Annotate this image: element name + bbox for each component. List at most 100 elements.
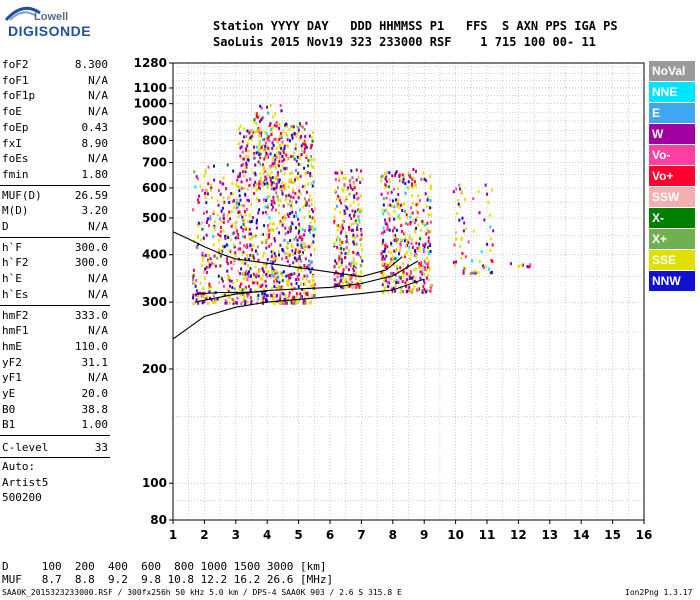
y-tick-label: 80 [150, 513, 167, 527]
param-value: 1.80 [81, 167, 109, 181]
echo-point [305, 155, 308, 159]
echo-point [405, 272, 408, 276]
echo-point [255, 226, 258, 230]
echo-point [241, 170, 244, 174]
echo-point [340, 260, 343, 264]
echo-point [303, 128, 306, 132]
echo-point [294, 168, 297, 172]
echo-point [220, 275, 223, 279]
echo-point [265, 136, 268, 140]
echo-point [310, 163, 313, 167]
echo-point [472, 271, 475, 275]
echo-point [298, 250, 301, 254]
echo-point [390, 241, 393, 245]
echo-point [457, 198, 460, 202]
x-tick-label: 1 [169, 528, 177, 542]
echo-point [298, 255, 301, 259]
echo-point [349, 186, 352, 190]
echo-point [233, 245, 236, 249]
echo-point [355, 252, 358, 256]
echo-point [297, 162, 300, 166]
echo-point [255, 115, 258, 119]
echo-point [283, 214, 286, 218]
echo-point [290, 180, 293, 184]
echo-point [265, 177, 268, 181]
echo-point [194, 284, 197, 288]
echo-point [338, 257, 341, 261]
echo-point [488, 271, 491, 275]
echo-point [312, 165, 315, 169]
echo-point [262, 138, 265, 142]
echo-point [424, 290, 427, 294]
param-row: foEp 0.43 [2, 120, 108, 135]
echo-point [350, 223, 353, 227]
echo-point [333, 241, 336, 245]
echo-point [303, 242, 306, 246]
echo-point [299, 153, 302, 157]
echo-point [356, 197, 359, 201]
echo-point [272, 249, 275, 253]
echo-point [266, 137, 269, 141]
echo-point [415, 253, 418, 257]
echo-point [312, 240, 315, 244]
echo-point [274, 164, 277, 168]
echo-point [212, 212, 215, 216]
echo-point [262, 180, 265, 184]
echo-point [413, 221, 416, 225]
echo-point [388, 217, 391, 221]
echo-point [455, 238, 458, 242]
param-separator [0, 184, 110, 186]
echo-point [216, 213, 219, 217]
echo-point [452, 190, 455, 194]
echo-point [297, 128, 300, 132]
param-row: fmin 1.80 [2, 167, 108, 182]
echo-point [205, 210, 208, 214]
echo-point [383, 286, 386, 290]
echo-point [250, 248, 253, 252]
plot-frame [172, 62, 645, 521]
echo-point [228, 301, 231, 305]
echo-point [401, 280, 404, 284]
echo-point [291, 155, 294, 159]
echo-point [244, 275, 247, 279]
echo-point [208, 296, 211, 300]
echo-point [288, 172, 291, 176]
echo-point [388, 171, 391, 175]
echo-point [335, 238, 338, 242]
echo-point [313, 217, 316, 221]
echo-point [199, 222, 202, 226]
echo-point [464, 197, 467, 201]
echo-point [405, 250, 408, 254]
x-tick-label: 8 [389, 528, 397, 542]
echo-point [340, 247, 343, 251]
echo-point [416, 246, 419, 250]
echo-point [306, 164, 309, 168]
echo-point [231, 223, 234, 227]
echo-point [353, 251, 356, 255]
echo-point [276, 163, 279, 167]
y-tick-label: 700 [142, 155, 167, 169]
echo-point [271, 229, 274, 233]
echo-point [355, 270, 358, 274]
echo-point [427, 250, 430, 254]
echo-point [381, 208, 384, 212]
echo-point [335, 196, 338, 200]
echo-point [291, 253, 294, 257]
y-tick-label: 400 [142, 248, 167, 262]
echo-point [273, 153, 276, 157]
echo-point [302, 277, 305, 281]
echo-point [284, 123, 287, 127]
echo-point [381, 241, 384, 245]
echo-point [271, 297, 274, 301]
echo-point [271, 146, 274, 150]
echo-point [418, 265, 421, 269]
echo-point [270, 171, 273, 175]
echo-point [339, 240, 342, 244]
echo-point [298, 122, 301, 126]
echo-point [409, 173, 412, 177]
echo-point [452, 260, 455, 264]
echo-point [394, 174, 397, 178]
echo-point [197, 301, 200, 305]
echo-point [238, 202, 241, 206]
echo-point [287, 144, 290, 148]
